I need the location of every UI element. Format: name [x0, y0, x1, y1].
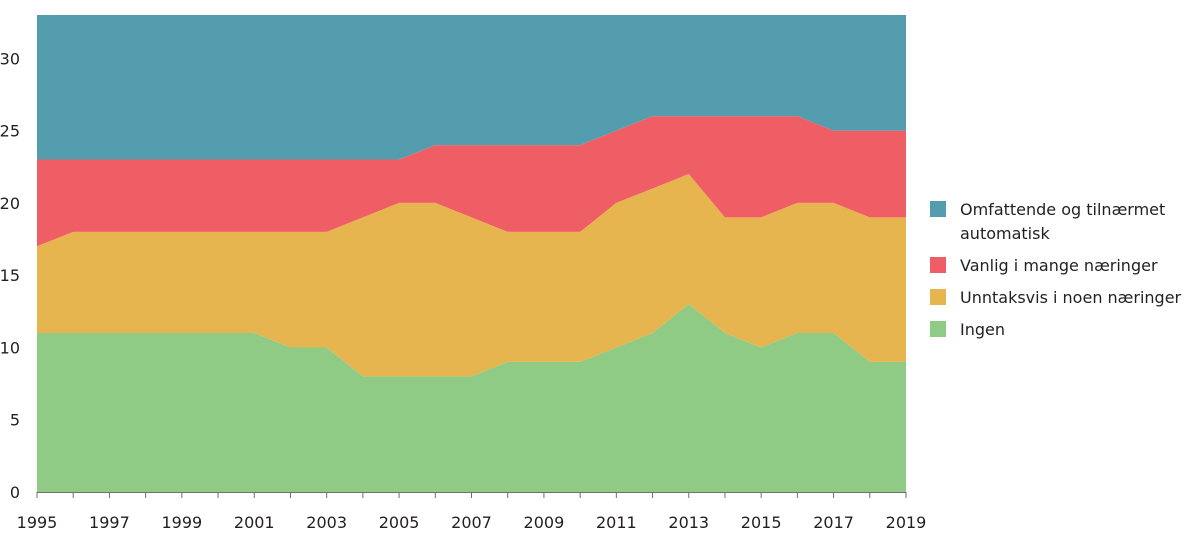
x-tick-label: 2005: [379, 513, 420, 532]
area-series-3: [37, 15, 906, 160]
y-tick-label: 5: [10, 411, 20, 430]
legend-label: Ingen: [960, 320, 1005, 339]
y-tick-label: 10: [0, 338, 20, 357]
x-tick-label: 2011: [596, 513, 637, 532]
x-tick-label: 2001: [234, 513, 275, 532]
y-tick-label: 15: [0, 266, 20, 285]
x-tick-label: 2015: [741, 513, 782, 532]
legend-label: Omfattende og tilnærmet automatisk: [960, 200, 1166, 243]
x-tick-label: 2017: [813, 513, 854, 532]
legend: Omfattende og tilnærmet automatisk Vanli…: [930, 198, 1200, 350]
legend-swatch-teal: [930, 201, 946, 217]
x-tick-label: 2003: [306, 513, 347, 532]
axes: 1995 1997 1999 2001 2003 2005 2007 2009 2011 2013…: [0, 49, 926, 532]
legend-item-ingen: Ingen: [930, 318, 1200, 342]
plot-areas: [37, 15, 906, 492]
x-tick-label: 2019: [886, 513, 927, 532]
area-series-1: [37, 174, 906, 377]
legend-item-omfattende: Omfattende og tilnærmet automatisk: [930, 198, 1200, 246]
legend-label: Vanlig i mange næringer: [960, 256, 1158, 275]
x-tick-label: 1997: [89, 513, 130, 532]
area-series-2: [37, 116, 906, 247]
x-tick-label: 1999: [161, 513, 202, 532]
area-series-0: [37, 304, 906, 492]
x-tick-label: 1995: [17, 513, 58, 532]
legend-item-unntaksvis: Unntaksvis i noen næringer: [930, 286, 1200, 310]
y-tick-label: 25: [0, 122, 20, 141]
y-tick-label: 20: [0, 194, 20, 213]
legend-label: Unntaksvis i noen næringer: [960, 288, 1182, 307]
legend-item-vanlig: Vanlig i mange næringer: [930, 254, 1200, 278]
x-tick-label: 2013: [668, 513, 709, 532]
y-tick-label: 30: [0, 49, 20, 68]
x-tick-label: 2009: [524, 513, 565, 532]
legend-swatch-green: [930, 321, 946, 337]
x-tick-label: 2007: [451, 513, 492, 532]
y-tick-label: 0: [10, 483, 20, 502]
legend-swatch-red: [930, 257, 946, 273]
legend-swatch-yellow: [930, 289, 946, 305]
